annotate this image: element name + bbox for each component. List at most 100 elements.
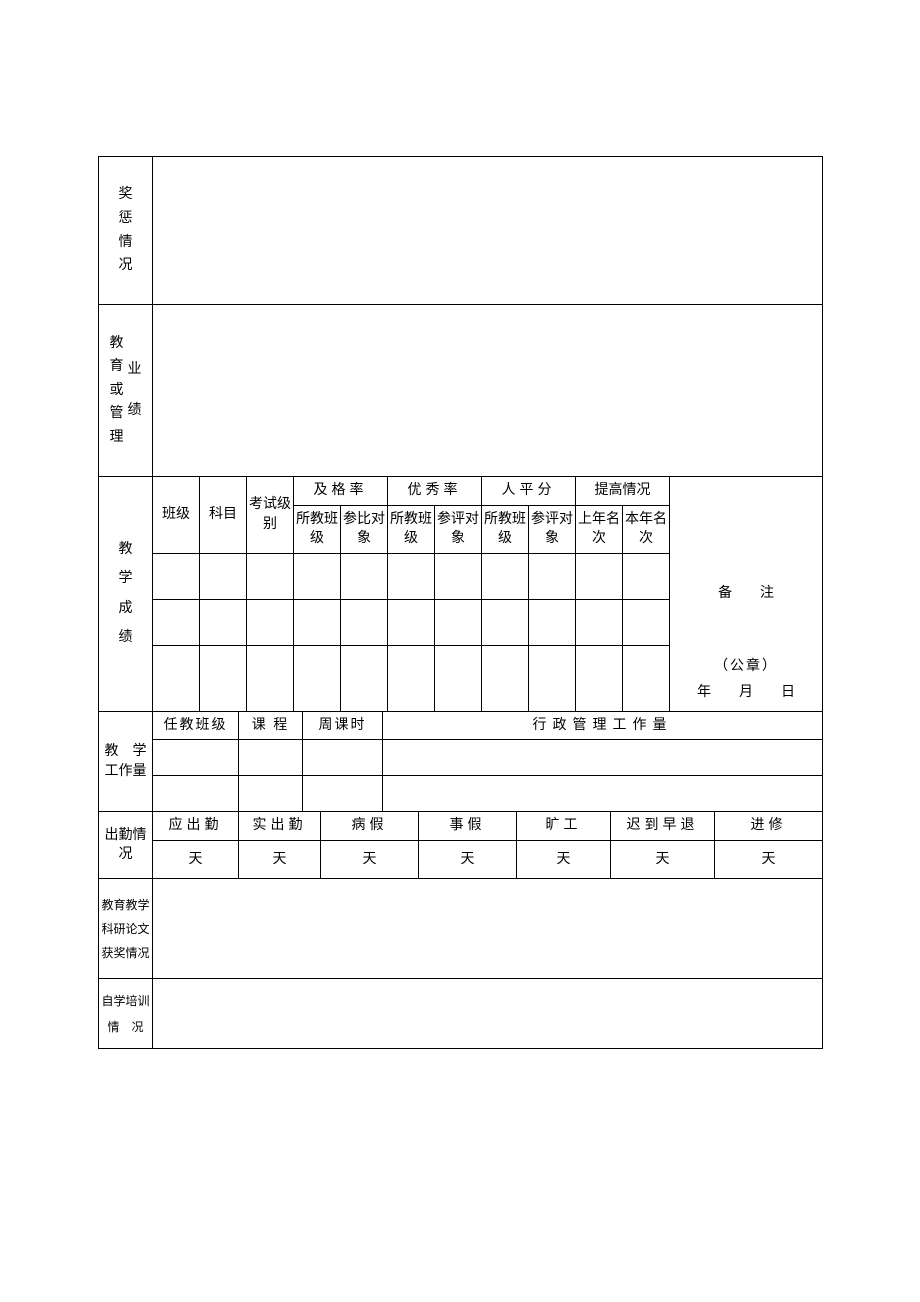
edu-mgmt-char: 管 (110, 404, 124, 424)
tr-cell (435, 599, 482, 645)
wl-cell (303, 776, 383, 812)
attendance-table: 出勤情况 应出勤 实出勤 病假 事假 旷工 迟到早退 进修 天 天 天 天 天 … (98, 812, 823, 879)
rewards-label-char: 惩 (101, 209, 150, 229)
tr-cell-subject (200, 599, 247, 645)
tr-cell (294, 553, 341, 599)
workload-table: 教 学 工作量 任教班级 课 程 周课时 行政管理工作量 (98, 712, 823, 813)
subcol-exc-eval: 参评对象 (435, 505, 482, 553)
rewards-content (153, 157, 823, 305)
research-row: 教育教学 科研论文 获奖情况 (99, 879, 823, 979)
tr-char: 绩 (101, 628, 150, 648)
wl-cell (239, 776, 303, 812)
rewards-row: 奖 惩 情 况 (99, 157, 823, 305)
att-day-cell: 天 (715, 840, 823, 878)
tr-cell (294, 599, 341, 645)
unit-day: 天 (557, 852, 571, 867)
bottom-sections-table: 教育教学 科研论文 获奖情况 自学培训 情 况 (98, 879, 823, 1050)
tr-cell-examlevel (247, 599, 294, 645)
remark-footer: （公章） 年 月 日 (670, 654, 822, 704)
research-content (153, 879, 823, 979)
col-actual-attend: 实出勤 (239, 812, 321, 840)
tr-cell (341, 553, 388, 599)
teacher-eval-form-table: 奖 惩 情 况 教 育 或 管 理 业 绩 (98, 156, 823, 712)
workload-row (99, 776, 823, 812)
attendance-value-row: 天 天 天 天 天 天 天 (99, 840, 823, 878)
col-subject: 科目 (200, 477, 247, 554)
tr-cell (576, 599, 623, 645)
workload-header-row: 教 学 工作量 任教班级 课 程 周课时 行政管理工作量 (99, 712, 823, 740)
unit-day: 天 (461, 852, 475, 867)
tr-cell-subject (200, 553, 247, 599)
col-course: 课 程 (239, 712, 303, 740)
tr-cell (529, 553, 576, 599)
subcol-avg-taught: 所教班级 (482, 505, 529, 553)
tr-cell (435, 645, 482, 711)
edu-mgmt-char: 理 (110, 428, 124, 448)
teaching-results-label: 教 学 成 绩 (99, 477, 153, 712)
att-day-cell: 天 (153, 840, 239, 878)
rewards-label-char: 况 (101, 256, 150, 276)
unit-day: 天 (189, 852, 203, 867)
wl-cell (239, 740, 303, 776)
col-exam-level: 考试级别 (247, 477, 294, 554)
att-day-cell: 天 (517, 840, 611, 878)
subcol-avg-eval: 参评对象 (529, 505, 576, 553)
tr-cell (388, 599, 435, 645)
tr-char: 学 (101, 569, 150, 589)
edu-mgmt-row: 教 育 或 管 理 业 绩 (99, 305, 823, 477)
tr-cell-examlevel (247, 553, 294, 599)
wl-cell (303, 740, 383, 776)
tr-cell (623, 599, 670, 645)
edu-mgmt-char: 育 (110, 357, 124, 377)
att-day-cell: 天 (419, 840, 517, 878)
rewards-label-char: 奖 (101, 185, 150, 205)
tr-cell (529, 599, 576, 645)
attendance-header-row: 出勤情况 应出勤 实出勤 病假 事假 旷工 迟到早退 进修 (99, 812, 823, 840)
col-personal-leave: 事假 (419, 812, 517, 840)
wl-cell (153, 740, 239, 776)
col-improvement: 提高情况 (576, 477, 670, 506)
tr-cell (388, 553, 435, 599)
workload-row (99, 740, 823, 776)
col-admin-workload: 行政管理工作量 (383, 712, 823, 740)
seal-text: （公章） (670, 654, 822, 679)
unit-day: 天 (656, 852, 670, 867)
edu-mgmt-char: 教 (110, 334, 124, 354)
tr-cell (341, 645, 388, 711)
subcol-last-rank: 上年名次 (576, 505, 623, 553)
attendance-label: 出勤情况 (99, 812, 153, 878)
col-should-attend: 应出勤 (153, 812, 239, 840)
col-teach-class: 任教班级 (153, 712, 239, 740)
col-weekly-hours: 周课时 (303, 712, 383, 740)
unit-day: 天 (273, 852, 287, 867)
research-label: 教育教学 科研论文 获奖情况 (99, 879, 153, 979)
subcol-exc-taught: 所教班级 (388, 505, 435, 553)
self-study-label-line: 情 况 (101, 1014, 150, 1040)
tr-cell-class (153, 599, 200, 645)
col-training: 进修 (715, 812, 823, 840)
tr-cell (576, 645, 623, 711)
tr-cell (294, 645, 341, 711)
subcol-pass-taught: 所教班级 (294, 505, 341, 553)
tr-cell (435, 553, 482, 599)
wl-cell (383, 740, 823, 776)
col-class: 班级 (153, 477, 200, 554)
research-label-line: 科研论文 (101, 917, 150, 941)
rewards-label: 奖 惩 情 况 (99, 157, 153, 305)
tr-char: 教 (101, 540, 150, 560)
col-pass-rate: 及格率 (294, 477, 388, 506)
workload-label-line: 教 学 (101, 742, 150, 762)
edu-mgmt-char: 或 (110, 381, 124, 401)
unit-day: 天 (363, 852, 377, 867)
tr-cell (482, 553, 529, 599)
tr-cell-class (153, 645, 200, 711)
tr-cell-subject (200, 645, 247, 711)
tr-cell-examlevel (247, 645, 294, 711)
workload-label-line: 工作量 (101, 762, 150, 782)
tr-char: 成 (101, 599, 150, 619)
col-excellent-rate: 优秀率 (388, 477, 482, 506)
self-study-label-line: 自学培训 (101, 988, 150, 1014)
tr-cell (623, 645, 670, 711)
self-study-row: 自学培训 情 况 (99, 979, 823, 1049)
wl-cell (153, 776, 239, 812)
